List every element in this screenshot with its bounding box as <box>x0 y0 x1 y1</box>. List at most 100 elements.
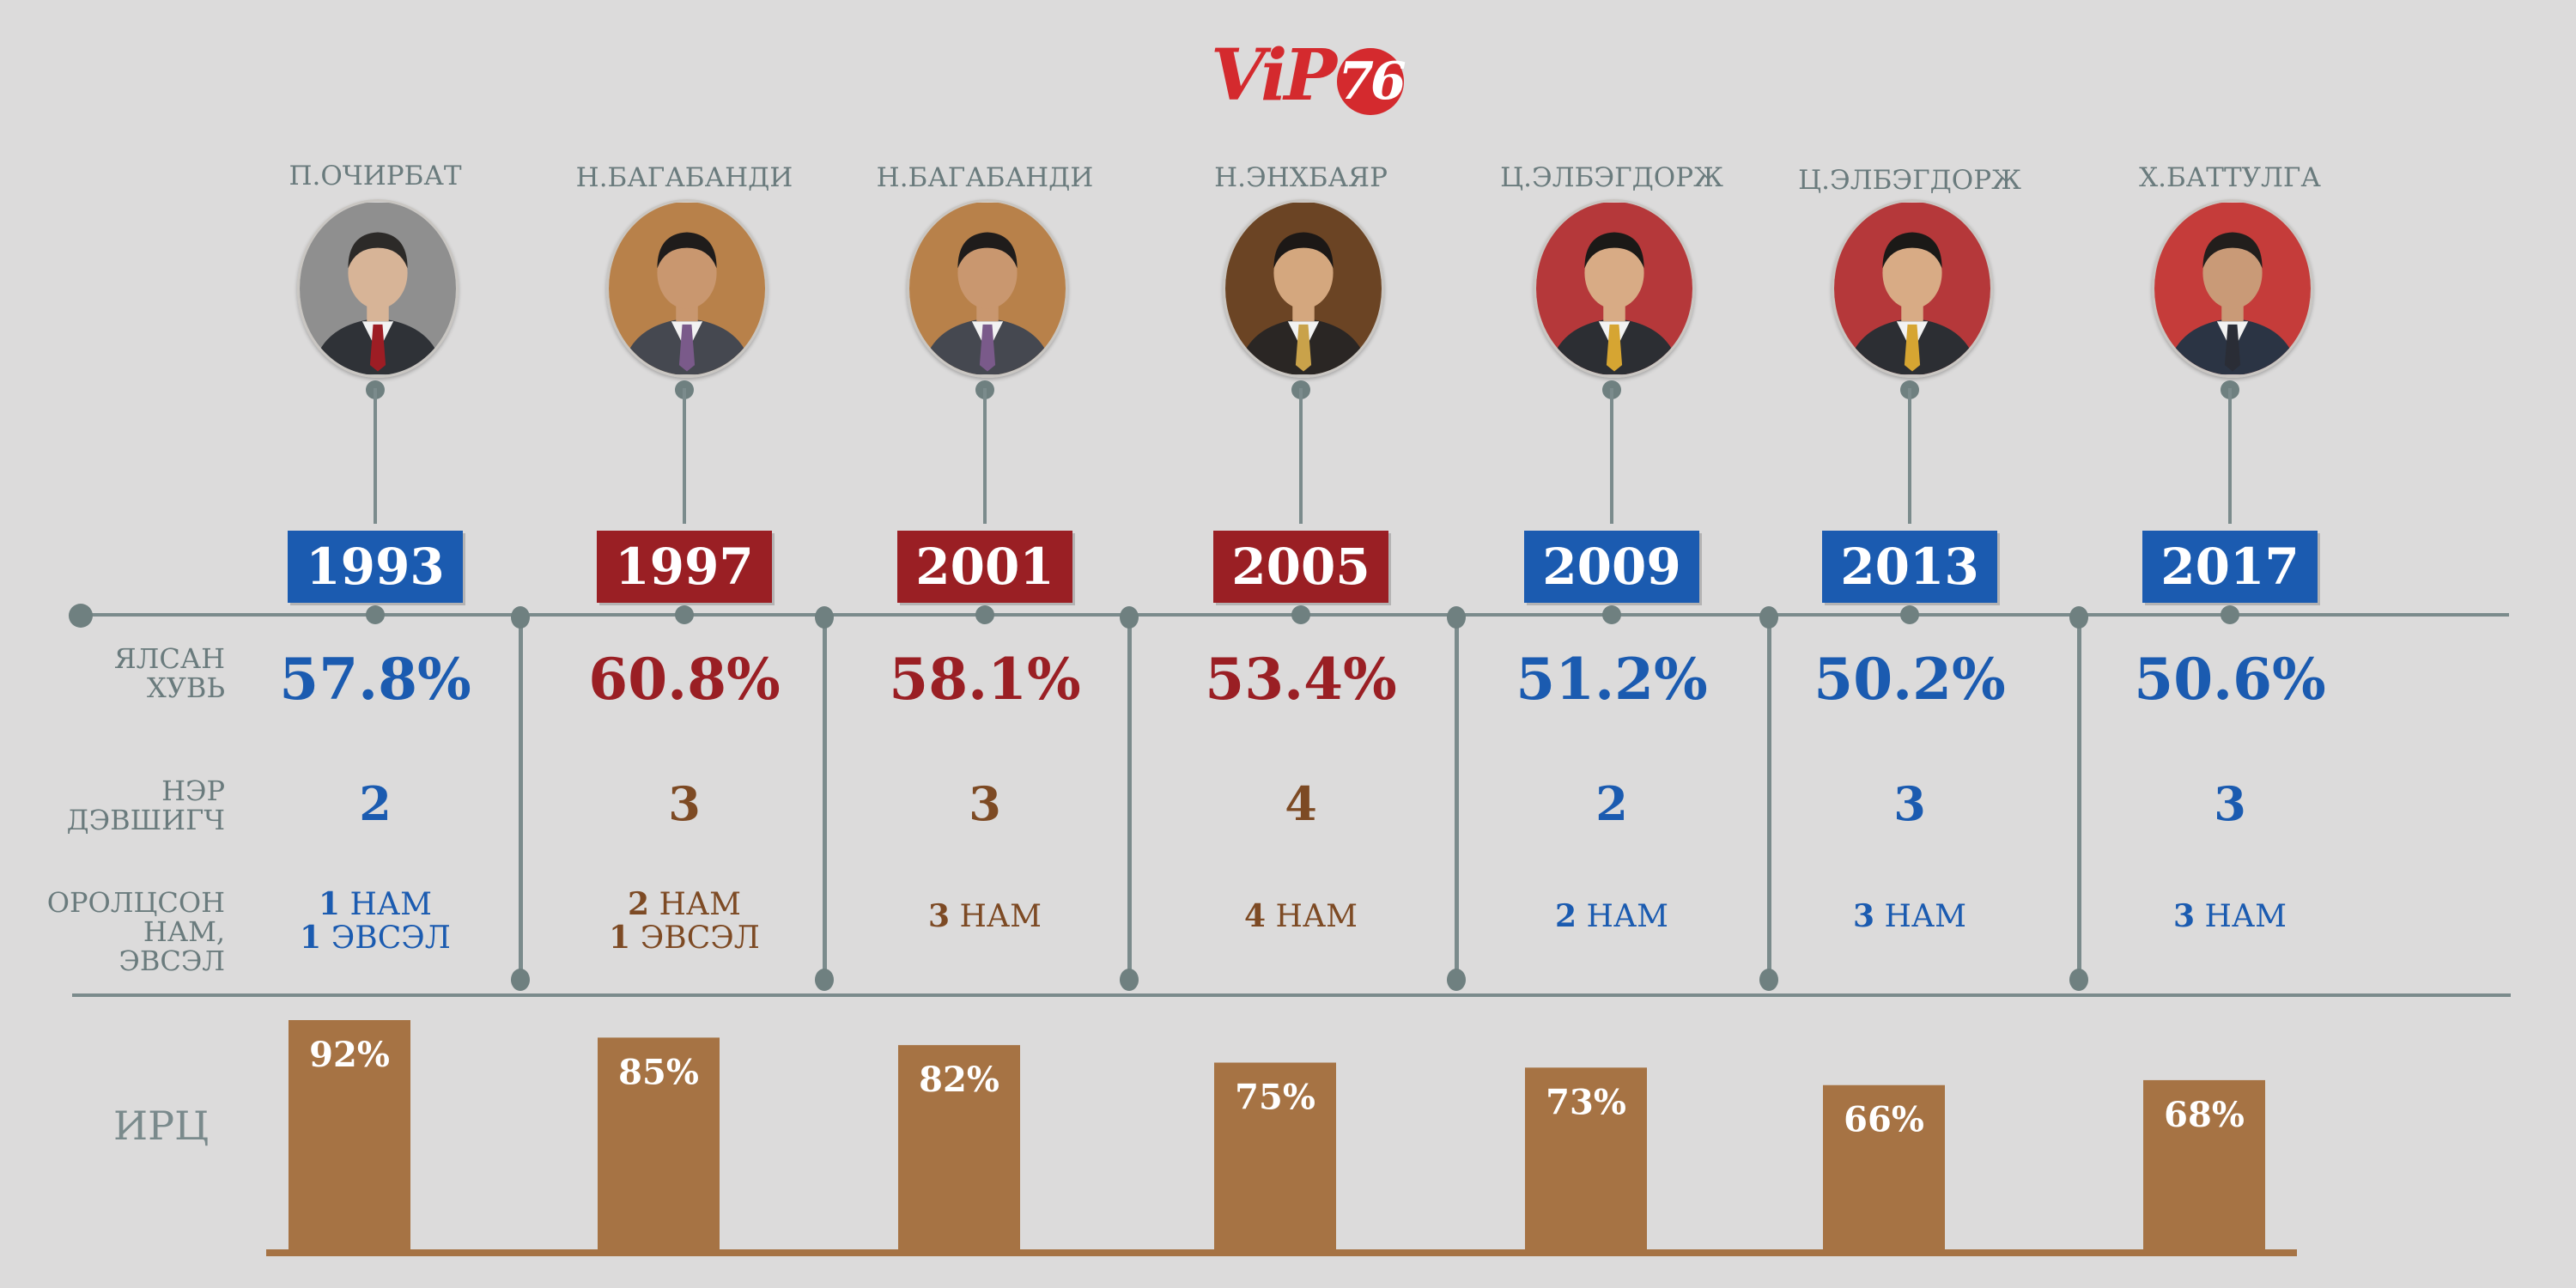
separator-top-dot <box>511 606 530 629</box>
row-label-win-line2: ХУВЬ <box>147 671 225 704</box>
year-badge: 2017 <box>2142 531 2318 603</box>
connector-line <box>683 388 686 524</box>
turnout-value-label: 66% <box>1844 1100 1924 1140</box>
separator-top-dot <box>2069 606 2088 629</box>
turnout-bar <box>289 1020 410 1250</box>
turnout-bar <box>2143 1079 2265 1250</box>
connector-line <box>1610 388 1613 524</box>
party-line: 1 НАМ <box>264 888 487 921</box>
column-separator <box>1455 615 1459 982</box>
timeline-dot <box>675 605 694 624</box>
turnout-bar <box>598 1037 720 1250</box>
timeline-dot <box>975 605 994 624</box>
party-number: 1 <box>300 920 322 956</box>
turnout-value-label: 73% <box>1546 1082 1626 1122</box>
candidate-count: 2 <box>1595 776 1628 831</box>
separator-top-dot <box>1447 606 1466 629</box>
party-line: 1 ЭВСЭЛ <box>573 921 796 955</box>
win-percent: 53.4% <box>1205 646 1397 713</box>
column-separator <box>1767 615 1771 982</box>
party-word: ЭВСЭЛ <box>331 920 451 956</box>
party-line: 3 НАМ <box>2118 900 2342 933</box>
president-name: П.ОЧИРБАТ <box>289 161 462 191</box>
connector-line <box>374 388 377 524</box>
connector-line <box>983 388 987 524</box>
turnout-bar <box>1214 1062 1336 1250</box>
row-label-cand-line1: НЭР <box>161 775 225 807</box>
party-word: НАМ <box>1275 899 1358 934</box>
turnout-value-label: 68% <box>2164 1095 2245 1135</box>
column-separator <box>519 615 523 982</box>
turnout-value-label: 85% <box>618 1052 699 1092</box>
turnout-bar <box>1823 1084 1945 1250</box>
year-badge: 2005 <box>1213 531 1388 603</box>
party-word: НАМ <box>2204 899 2287 934</box>
row-label-parties-line3: ЭВСЭЛ <box>118 945 225 977</box>
logo-number: 76 <box>1337 47 1406 115</box>
row-label-win-line1: ЯЛСАН <box>113 642 225 675</box>
party-count: 1 НАМ 1 ЭВСЭЛ <box>264 888 487 955</box>
timeline-start-dot <box>69 604 93 628</box>
timeline-dot <box>366 605 385 624</box>
portrait-elbegdorj-icon <box>1534 199 1695 378</box>
turnout-value-label: 75% <box>1235 1078 1315 1118</box>
president-name: Ц.ЭЛБЭГДОРЖ <box>1798 165 2021 196</box>
timeline-dot <box>1900 605 1919 624</box>
turnout-bar <box>1525 1067 1647 1250</box>
party-line: 2 НАМ <box>573 888 796 921</box>
party-number: 1 <box>318 886 341 922</box>
timeline-dot <box>2221 605 2239 624</box>
portrait-enkhbayar-icon <box>1223 199 1384 378</box>
year-badge: 1997 <box>597 531 772 603</box>
candidate-count: 3 <box>969 776 1001 831</box>
party-number: 3 <box>2172 898 2196 934</box>
candidate-count: 2 <box>359 776 392 831</box>
separator-bottom-dot <box>1759 969 1778 991</box>
candidate-count: 4 <box>1285 776 1317 831</box>
connector-line <box>1908 388 1911 524</box>
row-label-parties: ОРОЛЦСОН НАМ, ЭВСЭЛ <box>47 888 225 975</box>
win-percent: 57.8% <box>279 646 471 713</box>
party-word: НАМ <box>1586 899 1669 934</box>
president-name: Н.БАГАБАНДИ <box>575 162 793 193</box>
party-count: 2 НАМ 1 ЭВСЭЛ <box>573 888 796 955</box>
party-word: ЭВСЭЛ <box>640 920 760 956</box>
separator-top-dot <box>1120 606 1139 629</box>
party-number: 4 <box>1243 898 1267 934</box>
party-number: 1 <box>609 920 631 956</box>
party-count: 4 НАМ <box>1189 900 1413 933</box>
column-separator <box>1127 615 1132 982</box>
win-percent: 50.6% <box>2134 646 2326 713</box>
row-label-turnout: ИРЦ <box>113 1103 210 1149</box>
separator-bottom-dot <box>1447 969 1466 991</box>
timeline-dot <box>1602 605 1621 624</box>
separator-bottom-dot <box>2069 969 2088 991</box>
portrait-elbegdorj-icon <box>1832 199 1993 378</box>
party-number: 2 <box>1554 898 1577 934</box>
portrait-battulga-icon <box>2152 199 2313 378</box>
party-count: 3 НАМ <box>873 900 1097 933</box>
separator-top-dot <box>1759 606 1778 629</box>
row-label-candidates: НЭР ДЭВШИГЧ <box>67 776 225 835</box>
party-line: 3 НАМ <box>873 900 1097 933</box>
president-name: Н.ЭНХБАЯР <box>1214 162 1388 193</box>
row-label-win-percent: ЯЛСАН ХУВЬ <box>114 644 225 702</box>
portrait-bagabandi-icon <box>907 199 1068 378</box>
party-line: 2 НАМ <box>1500 900 1723 933</box>
row-label-parties-line2: НАМ, <box>143 915 225 948</box>
separator-bottom-dot <box>1120 969 1139 991</box>
separator-top-dot <box>815 606 834 629</box>
win-percent: 51.2% <box>1516 646 1708 713</box>
party-word: НАМ <box>959 899 1042 934</box>
party-count: 3 НАМ <box>1798 900 2021 933</box>
year-badge: 2009 <box>1524 531 1699 603</box>
year-badge: 1993 <box>288 531 463 603</box>
party-line: 4 НАМ <box>1189 900 1413 933</box>
turnout-value-label: 82% <box>919 1060 999 1100</box>
timeline-dot <box>1291 605 1310 624</box>
party-line: 1 ЭВСЭЛ <box>264 921 487 955</box>
party-word: НАМ <box>659 887 742 922</box>
candidate-count: 3 <box>1893 776 1926 831</box>
portrait-bagabandi-icon <box>606 199 768 378</box>
party-word: НАМ <box>1884 899 1967 934</box>
